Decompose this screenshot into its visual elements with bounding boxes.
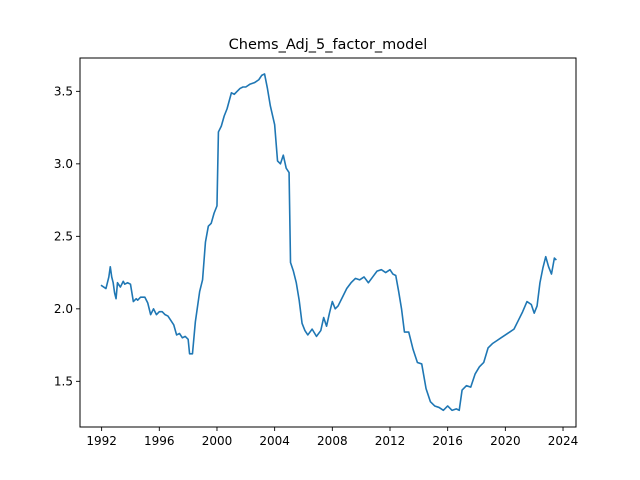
plot-area-frame (79, 57, 577, 428)
x-axis: 1992 1996 2000 2004 2008 2012 2016 2020 2024 (86, 427, 578, 448)
y-tick-label: 2.5 (54, 229, 73, 243)
plot-marks (100, 73, 557, 412)
x-tick-label: 2004 (259, 434, 290, 448)
y-tick-label: 1.5 (54, 374, 73, 388)
chart-title: Chems_Adj_5_factor_model (229, 37, 428, 53)
x-tick-label: 1992 (86, 434, 117, 448)
y-tick-label: 2.0 (54, 302, 73, 316)
series-line-0 (100, 73, 557, 412)
x-tick-label: 2008 (317, 434, 348, 448)
x-tick-label: 2016 (432, 434, 463, 448)
y-tick-label: 3.5 (54, 84, 73, 98)
x-tick-label: 2012 (375, 434, 406, 448)
y-axis: 1.5 2.0 2.5 3.0 3.5 (54, 84, 80, 388)
x-tick-label: 2020 (490, 434, 521, 448)
y-tick-label: 3.0 (54, 157, 73, 171)
x-tick-label: 2024 (548, 434, 579, 448)
x-tick-label: 2000 (202, 434, 233, 448)
x-tick-label: 1996 (144, 434, 175, 448)
